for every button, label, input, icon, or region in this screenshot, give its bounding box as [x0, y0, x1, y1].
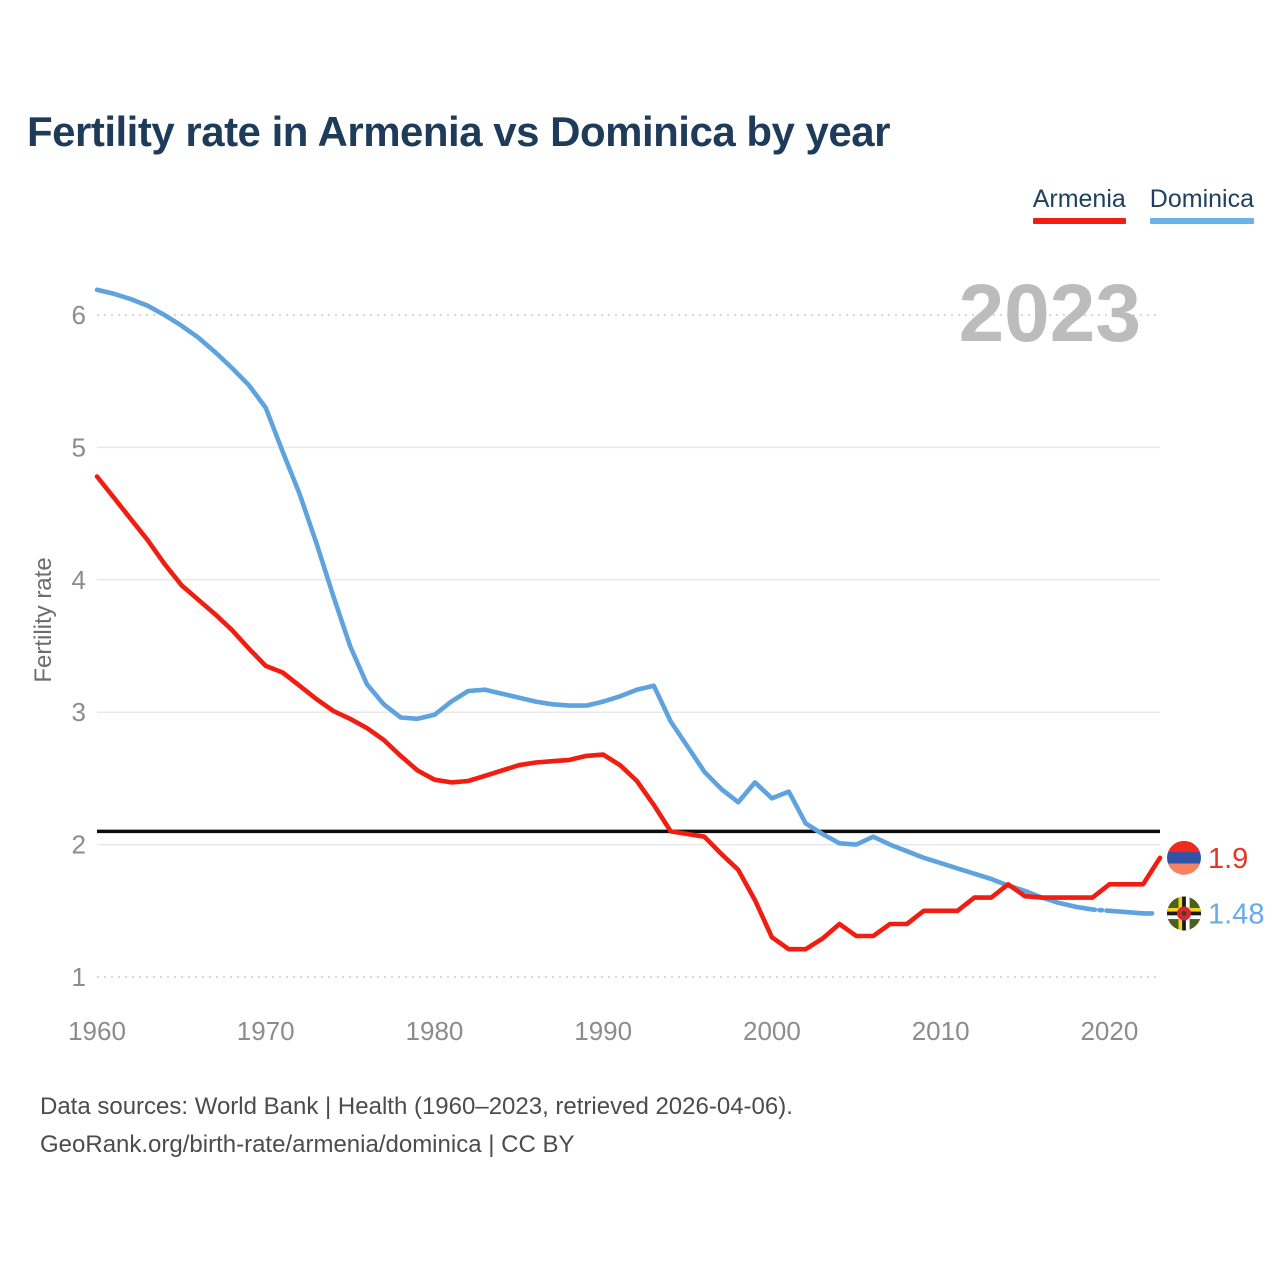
- y-tick-label: 6: [72, 300, 86, 330]
- footer: Data sources: World Bank | Health (1960–…: [40, 1088, 793, 1164]
- armenia-end-value: 1.9: [1208, 843, 1248, 875]
- legend-item-dominica[interactable]: Dominica: [1149, 185, 1254, 224]
- y-tick-label: 2: [72, 830, 86, 860]
- gridlines: 1 2 3 4 5 6 1960 1970 1980 1990 2000 2010 2020: [68, 300, 1160, 1046]
- legend-swatch-dominica: [1149, 218, 1254, 224]
- x-tick-label: 2020: [1080, 1016, 1138, 1046]
- legend-swatch-armenia: [1032, 218, 1126, 224]
- y-tick-label: 1: [72, 962, 86, 992]
- dominica-flag-icon: [1167, 896, 1201, 931]
- dominica-line: [1107, 908, 1146, 916]
- footer-attribution-line: GeoRank.org/birth-rate/armenia/dominica …: [40, 1131, 575, 1158]
- dominica-line: [1090, 907, 1112, 914]
- y-tick-label: 4: [72, 565, 86, 595]
- x-tick-label: 1960: [68, 1016, 126, 1046]
- legend-item-armenia[interactable]: Armenia: [1032, 185, 1126, 224]
- legend-label-armenia: Armenia: [1032, 185, 1126, 213]
- y-tick-label: 3: [72, 697, 86, 727]
- legend: Armenia Dominica: [1032, 185, 1254, 224]
- armenia-flag-icon: [1167, 840, 1201, 875]
- x-tick-label: 1970: [237, 1016, 295, 1046]
- x-tick-label: 1990: [574, 1016, 632, 1046]
- footer-sources-line: Data sources: World Bank | Health (1960–…: [40, 1093, 793, 1120]
- armenia-line: [94, 474, 1163, 952]
- y-tick-label: 5: [72, 432, 86, 462]
- legend-label-dominica: Dominica: [1149, 185, 1254, 213]
- year-watermark: 2023: [958, 268, 1141, 359]
- x-tick-label: 2010: [912, 1016, 970, 1046]
- dominica-line: [94, 287, 1095, 912]
- page-title: Fertility rate in Armenia vs Dominica by…: [27, 108, 890, 155]
- x-tick-label: 2000: [743, 1016, 801, 1046]
- dominica-end-value: 1.48: [1208, 898, 1264, 930]
- x-tick-label: 1980: [406, 1016, 464, 1046]
